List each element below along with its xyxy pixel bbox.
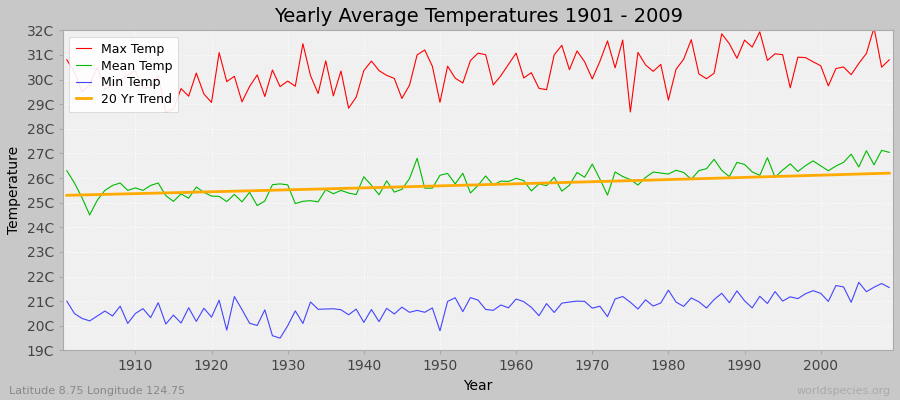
Max Temp: [343, 106, 354, 110]
Max Temp: [510, 51, 521, 56]
20 Yr Trend: [61, 193, 72, 198]
Line: Max Temp: Max Temp: [67, 28, 889, 112]
20 Yr Trend: [336, 186, 346, 191]
Line: Mean Temp: Mean Temp: [67, 150, 889, 215]
Max Temp: [160, 110, 171, 115]
Mean Temp: [85, 213, 95, 218]
Text: worldspecies.org: worldspecies.org: [796, 386, 891, 396]
Mean Temp: [298, 199, 309, 204]
Mean Temp: [884, 150, 895, 155]
Mean Temp: [343, 191, 354, 196]
Max Temp: [609, 66, 620, 70]
Title: Yearly Average Temperatures 1901 - 2009: Yearly Average Temperatures 1901 - 2009: [274, 7, 682, 26]
Min Temp: [298, 321, 309, 326]
Mean Temp: [510, 176, 521, 181]
Mean Temp: [518, 178, 529, 183]
Max Temp: [61, 58, 72, 62]
Min Temp: [343, 312, 354, 317]
Line: Min Temp: Min Temp: [67, 282, 889, 338]
Mean Temp: [61, 168, 72, 173]
Max Temp: [518, 76, 529, 80]
Min Temp: [61, 299, 72, 304]
Text: Latitude 8.75 Longitude 124.75: Latitude 8.75 Longitude 124.75: [9, 386, 185, 396]
X-axis label: Year: Year: [464, 379, 492, 393]
20 Yr Trend: [602, 179, 613, 184]
Min Temp: [853, 280, 864, 285]
Max Temp: [122, 72, 133, 77]
Y-axis label: Temperature: Temperature: [7, 146, 21, 234]
Min Temp: [510, 297, 521, 302]
Min Temp: [609, 296, 620, 301]
20 Yr Trend: [290, 187, 301, 192]
Min Temp: [884, 285, 895, 290]
Legend: Max Temp, Mean Temp, Min Temp, 20 Yr Trend: Max Temp, Mean Temp, Min Temp, 20 Yr Tre…: [69, 36, 178, 112]
Mean Temp: [130, 186, 140, 190]
Min Temp: [518, 299, 529, 304]
20 Yr Trend: [510, 182, 521, 186]
Max Temp: [884, 58, 895, 62]
Max Temp: [868, 25, 879, 30]
Min Temp: [122, 321, 133, 326]
Max Temp: [298, 41, 309, 46]
Line: 20 Yr Trend: 20 Yr Trend: [67, 173, 889, 195]
20 Yr Trend: [503, 182, 514, 186]
Mean Temp: [609, 170, 620, 174]
20 Yr Trend: [122, 192, 133, 196]
20 Yr Trend: [884, 171, 895, 176]
Min Temp: [274, 336, 285, 340]
Mean Temp: [877, 148, 887, 153]
